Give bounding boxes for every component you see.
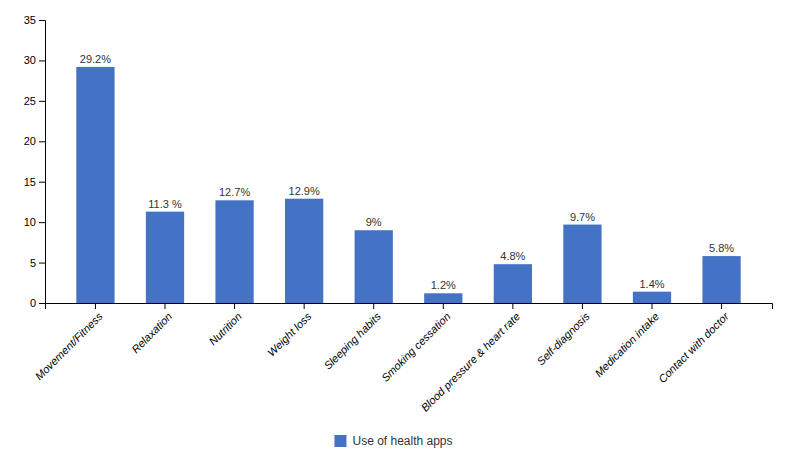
y-tick-mark <box>39 60 45 61</box>
y-tick-mark <box>39 141 45 142</box>
x-tick: Medication intake <box>592 303 661 379</box>
x-tick: Nutrition <box>206 303 243 348</box>
data-label: 12.7% <box>219 186 250 198</box>
x-tick-label: Sleeping habits <box>321 310 383 372</box>
y-tick: 30 <box>24 54 45 66</box>
bar <box>146 212 184 303</box>
y-tick-label: 30 <box>24 54 36 66</box>
x-tick-label: Smoking cessation <box>379 310 453 384</box>
bar <box>494 264 532 303</box>
y-tick: 20 <box>24 135 45 147</box>
y-tick-mark <box>39 101 45 102</box>
x-tick: Smoking cessation <box>379 303 453 384</box>
x-tick-mark <box>95 303 96 309</box>
x-tick-label: Relaxation <box>129 310 174 355</box>
data-label: 4.8% <box>500 250 525 262</box>
y-tick-label: 35 <box>24 14 36 26</box>
x-tick-mark <box>512 303 513 309</box>
x-tick-label: Weight loss <box>265 310 314 359</box>
legend-item: Use of health apps <box>334 434 452 448</box>
data-label: 1.2% <box>431 279 456 291</box>
x-axis-line <box>46 304 773 310</box>
y-tick: 5 <box>30 257 45 269</box>
y-tick-label: 5 <box>30 257 36 269</box>
y-tick: 0 <box>30 297 45 309</box>
x-tick: Movement/Fitness <box>33 303 105 382</box>
data-label: 1.4% <box>639 278 664 290</box>
x-tick: Contact with doctor <box>656 303 732 385</box>
x-tick-label: Nutrition <box>206 310 243 347</box>
bar <box>563 225 601 303</box>
y-tick: 10 <box>24 216 45 228</box>
chart: 0 5 10 15 20 25 30 35 Movement/Fitness Relaxation… <box>0 0 787 455</box>
bar <box>355 230 393 303</box>
bar <box>76 67 114 303</box>
bar <box>285 199 323 303</box>
x-tick-label: Movement/Fitness <box>33 310 105 382</box>
x-tick-label: Blood pressure & heart rate <box>419 310 523 414</box>
plot-area <box>76 67 740 303</box>
x-tick-mark <box>721 303 722 309</box>
x-tick: Blood pressure & heart rate <box>419 303 523 414</box>
y-tick: 25 <box>24 95 45 107</box>
data-label: 12.9% <box>289 185 320 197</box>
data-label: 5.8% <box>709 242 734 254</box>
data-labels: 29.2% 11.3 % 12.7% 12.9% 9% 1.2% 4.8% 9.7% 1.4% 5… <box>80 53 734 291</box>
x-tick: Self-diagnosis <box>534 303 592 367</box>
data-label: 9% <box>366 216 382 228</box>
y-tick-label: 20 <box>24 135 36 147</box>
y-tick-mark <box>39 222 45 223</box>
x-tick-mark <box>651 303 652 309</box>
legend-label: Use of health apps <box>352 434 452 448</box>
y-tick-label: 0 <box>30 297 36 309</box>
x-tick-label: Medication intake <box>592 310 661 379</box>
bar <box>215 200 253 303</box>
bar <box>633 292 671 303</box>
y-tick-label: 15 <box>24 176 36 188</box>
y-tick: 35 <box>24 14 45 26</box>
y-tick-mark <box>39 182 45 183</box>
bar <box>702 256 740 303</box>
data-label: 29.2% <box>80 53 111 65</box>
x-tick-label: Contact with doctor <box>656 309 732 385</box>
y-tick-label: 25 <box>24 95 36 107</box>
x-tick-mark <box>582 303 583 309</box>
y-tick-mark <box>39 20 45 21</box>
y-tick: 15 <box>24 176 45 188</box>
x-tick-mark <box>443 303 444 309</box>
y-axis-line <box>39 21 46 304</box>
y-tick-mark <box>39 263 45 264</box>
y-axis: 0 5 10 15 20 25 30 35 <box>24 14 46 309</box>
y-tick-mark <box>39 303 45 304</box>
x-axis: Movement/Fitness Relaxation Nutrition Weigh… <box>33 303 773 414</box>
legend: Use of health apps <box>334 434 452 448</box>
x-tick: Relaxation <box>129 303 174 355</box>
data-label: 11.3 % <box>148 198 182 210</box>
y-tick-label: 10 <box>24 216 36 228</box>
x-tick-mark <box>165 303 166 309</box>
bar <box>424 293 462 303</box>
x-tick-mark <box>373 303 374 309</box>
x-tick: Sleeping habits <box>321 303 383 372</box>
x-tick: Weight loss <box>265 303 314 359</box>
data-label: 9.7% <box>570 211 595 223</box>
x-tick-label: Self-diagnosis <box>534 310 592 368</box>
x-tick-mark <box>234 303 235 309</box>
x-tick-mark <box>304 303 305 309</box>
legend-swatch <box>334 435 346 447</box>
